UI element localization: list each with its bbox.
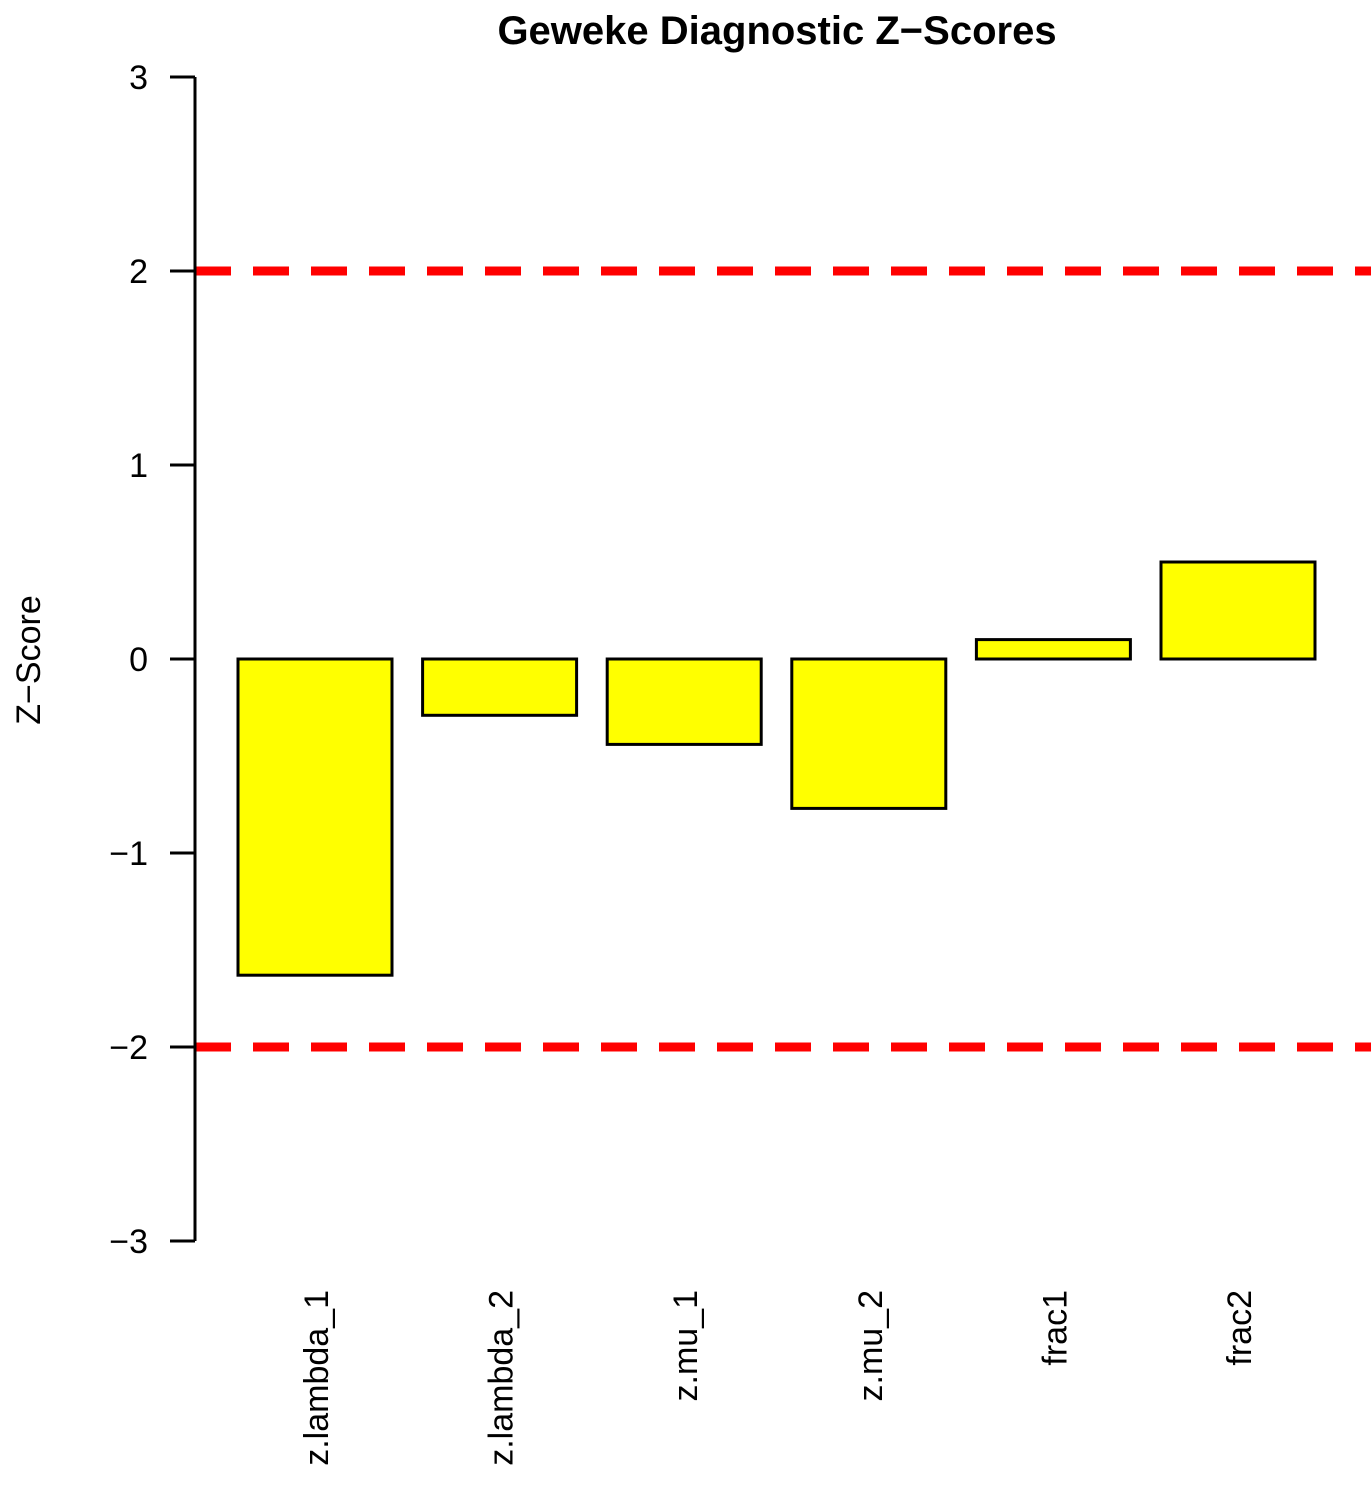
x-tick-label: frac2: [1221, 1290, 1259, 1366]
x-tick-label: z.lambda_2: [483, 1290, 521, 1466]
y-tick-label: 3: [129, 59, 148, 97]
y-tick-label: −1: [109, 835, 148, 873]
bars-group: [236, 560, 1317, 977]
x-tick-label: z.mu_2: [852, 1290, 890, 1402]
y-axis: −3 −2 −1 0 1 2 3: [109, 59, 197, 1261]
bar-z.mu_1: [605, 657, 763, 746]
bar-z.lambda_1: [236, 657, 394, 977]
chart-title: Geweke Diagnostic Z−Scores: [497, 9, 1056, 53]
x-axis-labels: z.lambda_1 z.lambda_2 z.mu_1 z.mu_2 frac1 fra…: [298, 1290, 1259, 1466]
y-tick-label: −3: [109, 1223, 148, 1261]
y-tick-label: 2: [129, 253, 148, 291]
y-tick-label: 0: [129, 641, 148, 679]
bar-frac2: [1159, 560, 1317, 661]
reference-lines-group: [195, 266, 1371, 1052]
x-tick-label: z.mu_1: [667, 1290, 705, 1402]
bar-frac1: [974, 638, 1132, 661]
y-tick-label: −2: [109, 1029, 148, 1067]
bar-z.mu_2: [790, 657, 948, 810]
y-axis-title: Z−Score: [10, 595, 48, 724]
bar-z.lambda_2: [421, 657, 579, 717]
x-tick-label: z.lambda_1: [298, 1290, 336, 1466]
x-tick-label: frac1: [1036, 1290, 1074, 1366]
y-tick-label: 1: [129, 447, 148, 485]
